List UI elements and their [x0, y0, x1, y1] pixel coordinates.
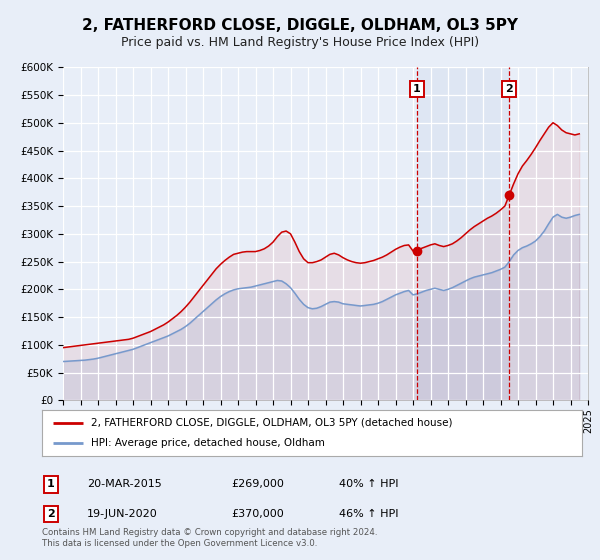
Text: 1: 1: [47, 479, 55, 489]
Text: HPI: Average price, detached house, Oldham: HPI: Average price, detached house, Oldh…: [91, 438, 325, 449]
Text: 2, FATHERFORD CLOSE, DIGGLE, OLDHAM, OL3 5PY (detached house): 2, FATHERFORD CLOSE, DIGGLE, OLDHAM, OL3…: [91, 418, 452, 428]
Text: Price paid vs. HM Land Registry's House Price Index (HPI): Price paid vs. HM Land Registry's House …: [121, 36, 479, 49]
Text: Contains HM Land Registry data © Crown copyright and database right 2024.
This d: Contains HM Land Registry data © Crown c…: [42, 528, 377, 548]
Text: 20-MAR-2015: 20-MAR-2015: [87, 479, 162, 489]
Text: 2, FATHERFORD CLOSE, DIGGLE, OLDHAM, OL3 5PY: 2, FATHERFORD CLOSE, DIGGLE, OLDHAM, OL3…: [82, 18, 518, 32]
Bar: [417, 67, 509, 400]
Text: 2: 2: [505, 84, 512, 94]
Text: 1: 1: [413, 84, 421, 94]
Text: £269,000: £269,000: [231, 479, 284, 489]
Text: 40% ↑ HPI: 40% ↑ HPI: [339, 479, 398, 489]
Text: 2: 2: [47, 509, 55, 519]
Text: 46% ↑ HPI: 46% ↑ HPI: [339, 509, 398, 519]
Text: 19-JUN-2020: 19-JUN-2020: [87, 509, 158, 519]
Text: £370,000: £370,000: [231, 509, 284, 519]
